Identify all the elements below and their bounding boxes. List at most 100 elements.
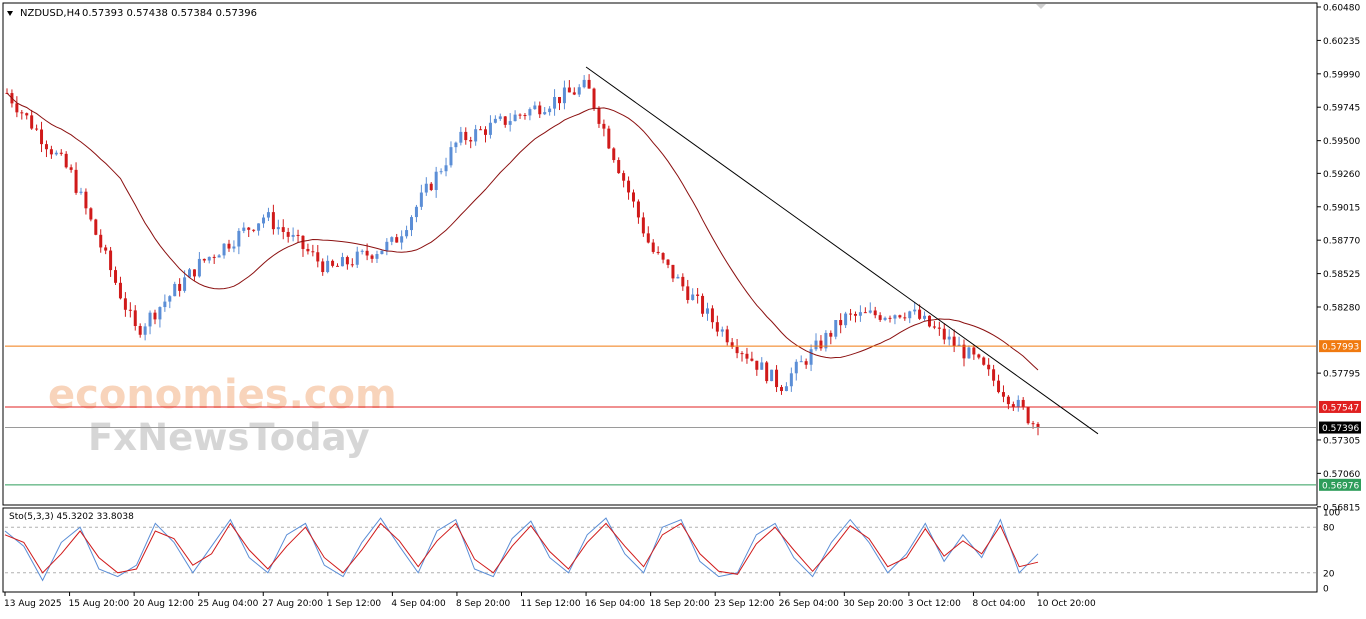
candle-body [212, 256, 216, 258]
candle-body [903, 317, 907, 319]
candle-body [765, 362, 769, 382]
candle-body [104, 247, 108, 251]
candle-body [622, 173, 626, 181]
y-tick-label: 0.58280 [1323, 304, 1360, 314]
y-tick-label: 0.56815 [1323, 503, 1360, 513]
candle-body [301, 235, 305, 249]
candle-body [1016, 399, 1020, 408]
candle-body [464, 131, 468, 141]
candle-body [804, 361, 808, 365]
candle-body [479, 129, 483, 131]
level-orange-label: 0.57993 [1322, 343, 1359, 353]
x-axis: 13 Aug 2025 15 Aug 20:00 20 Aug 12:00 25 Au… [4, 592, 1096, 609]
candle-body [779, 387, 783, 392]
candle-body [681, 276, 685, 287]
candle-body [207, 256, 211, 261]
candle-body [252, 229, 256, 231]
candle-body [380, 250, 384, 255]
stoch-series-0 [4, 517, 1039, 582]
candle-body [1001, 392, 1005, 397]
candle-body [982, 357, 986, 365]
candle-body [829, 332, 833, 337]
candle-body [340, 257, 344, 267]
candle-body [641, 217, 645, 234]
candle-body [183, 277, 187, 291]
candle-body [557, 97, 561, 104]
candle-body [286, 231, 290, 237]
candle-body [1026, 407, 1030, 424]
candle-body [962, 344, 966, 359]
candle-body [538, 105, 542, 115]
candle-body [775, 369, 779, 388]
candle-body [262, 217, 266, 224]
candle-body [809, 349, 813, 365]
candle-body [414, 206, 418, 218]
candle-body [429, 183, 433, 190]
candle-body [868, 310, 872, 313]
candle-body [400, 236, 404, 243]
candle-body [1031, 423, 1035, 425]
x-tick-label: 1 Sep 12:00 [327, 599, 382, 609]
candle-body [686, 286, 690, 300]
trendline [585, 66, 1099, 435]
x-tick-label: 26 Sep 04:00 [779, 599, 839, 609]
candle-body [814, 340, 818, 350]
candle-body [109, 250, 113, 271]
candle-body [883, 317, 887, 320]
level-current-label: 0.57396 [1322, 424, 1359, 434]
candle-body [720, 329, 724, 332]
candle-body [597, 108, 601, 124]
candle-body [173, 283, 177, 297]
candle-body [217, 255, 221, 258]
candles-layer [5, 74, 1040, 436]
level-green-tag [1319, 478, 1361, 491]
candle-body [612, 148, 616, 161]
candle-body [923, 315, 927, 319]
candle-body [784, 386, 788, 392]
chevron-down-icon[interactable] [7, 11, 13, 16]
candle-body [306, 248, 310, 252]
candle-body [498, 116, 502, 119]
candle-body [395, 237, 399, 243]
stoch-title: Sto(5,3,3) 45.3202 33.8038 [9, 512, 134, 522]
candle-body [355, 251, 359, 265]
candle-body [227, 243, 231, 249]
candle-body [30, 115, 34, 129]
candle-body [25, 113, 29, 116]
candle-body [691, 294, 695, 300]
candle-body [755, 360, 759, 370]
x-tick-label: 8 Oct 04:00 [972, 599, 1025, 609]
candle-body [740, 353, 744, 355]
y-tick-label: 0.59745 [1323, 104, 1360, 114]
y-tick-label: 0.58770 [1323, 237, 1360, 247]
x-tick-label: 4 Sep 04:00 [391, 599, 446, 609]
y-tick-label: 0.60480 [1323, 4, 1360, 14]
candle-body [133, 310, 137, 326]
candle-body [454, 142, 458, 148]
level-red-tag [1319, 400, 1361, 413]
main-pane-frame [2, 2, 1318, 506]
candle-body [64, 153, 68, 168]
candle-body [488, 122, 492, 135]
stoch-tick-label: 100 [1323, 509, 1340, 519]
candle-body [873, 310, 877, 316]
x-tick-label: 30 Sep 20:00 [843, 599, 903, 609]
scroll-marker-icon[interactable] [1036, 4, 1046, 9]
candle-body [725, 329, 729, 343]
candle-body [197, 258, 201, 277]
candle-body [878, 315, 882, 320]
stoch-tick-label: 80 [1323, 524, 1335, 534]
candle-body [54, 152, 58, 155]
candle-body [819, 340, 823, 349]
candle-body [237, 230, 241, 247]
candle-body [74, 169, 78, 193]
candle-body [321, 261, 325, 273]
candle-body [192, 269, 196, 277]
candle-body [449, 147, 453, 166]
candle-body [651, 242, 655, 252]
x-tick-label: 13 Aug 2025 [4, 599, 62, 609]
candle-body [148, 312, 152, 327]
candle-body [730, 342, 734, 347]
